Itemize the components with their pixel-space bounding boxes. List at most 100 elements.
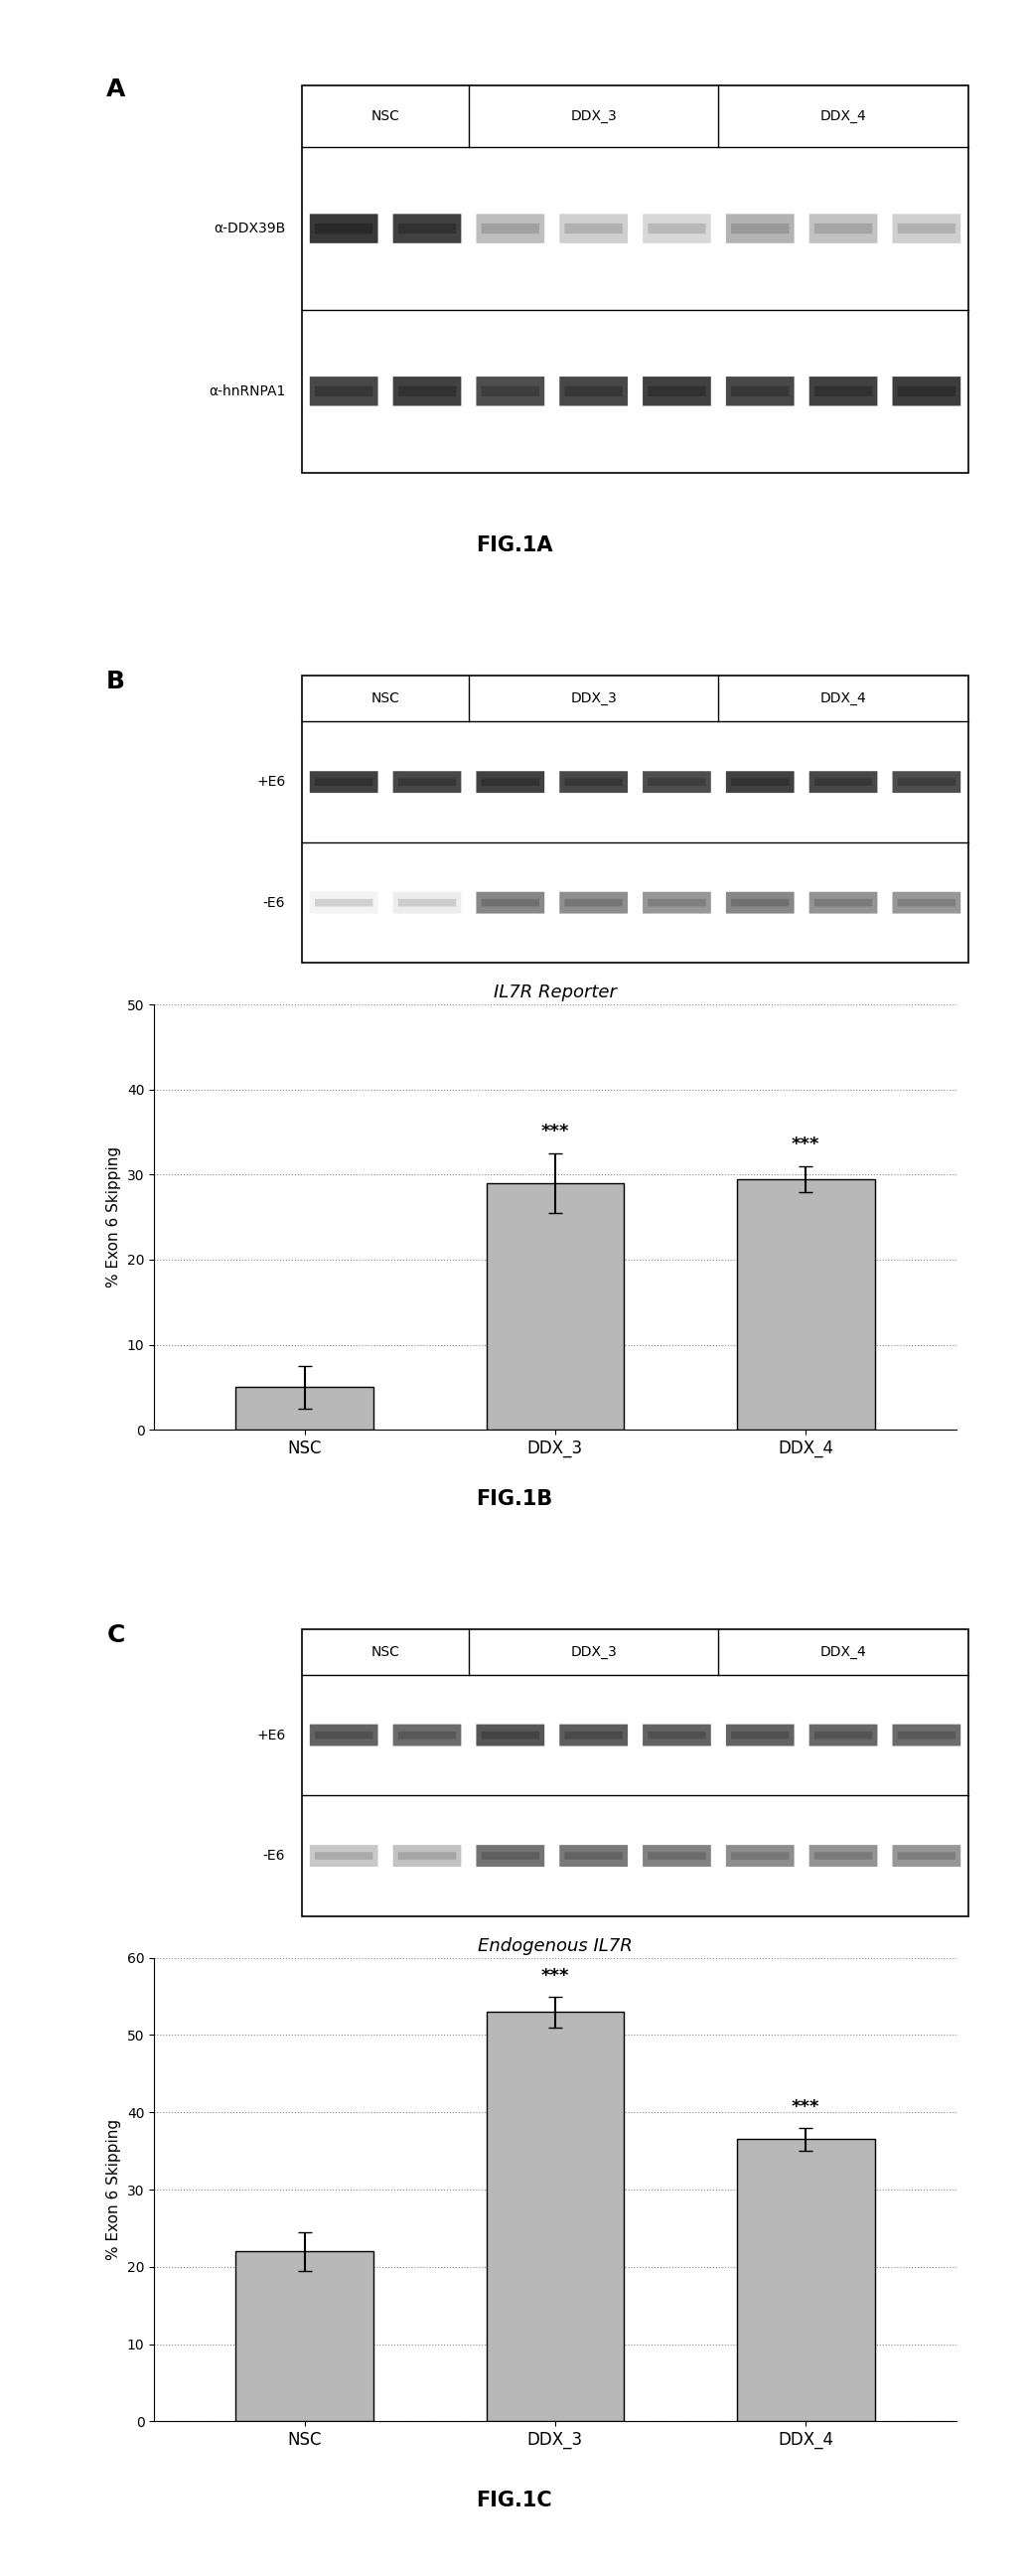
FancyBboxPatch shape [642,891,711,914]
Text: ***: *** [541,1123,570,1141]
FancyBboxPatch shape [476,1723,545,1747]
FancyBboxPatch shape [809,1723,878,1747]
Title: Endogenous IL7R: Endogenous IL7R [478,1937,632,1955]
FancyBboxPatch shape [814,224,873,234]
FancyBboxPatch shape [309,770,378,793]
Text: FIG.1A: FIG.1A [476,536,552,556]
FancyBboxPatch shape [398,386,456,397]
FancyBboxPatch shape [731,1852,790,1860]
FancyBboxPatch shape [897,224,956,234]
Text: NSC: NSC [371,693,400,706]
FancyBboxPatch shape [897,386,956,397]
FancyBboxPatch shape [476,376,545,407]
FancyBboxPatch shape [892,1723,961,1747]
FancyBboxPatch shape [892,1844,961,1868]
FancyBboxPatch shape [648,1852,706,1860]
FancyBboxPatch shape [476,1844,545,1868]
FancyBboxPatch shape [726,891,795,914]
FancyBboxPatch shape [315,899,373,907]
FancyBboxPatch shape [726,1844,795,1868]
FancyBboxPatch shape [481,778,540,786]
FancyBboxPatch shape [642,770,711,793]
FancyBboxPatch shape [398,778,456,786]
FancyBboxPatch shape [559,770,628,793]
FancyBboxPatch shape [315,778,373,786]
FancyBboxPatch shape [559,376,628,407]
Text: FIG.1C: FIG.1C [476,2491,552,2512]
FancyBboxPatch shape [309,214,378,242]
FancyBboxPatch shape [309,1723,378,1747]
Text: DDX_3: DDX_3 [571,693,617,706]
FancyBboxPatch shape [642,1844,711,1868]
FancyBboxPatch shape [809,214,878,242]
FancyBboxPatch shape [309,1844,378,1868]
Y-axis label: % Exon 6 Skipping: % Exon 6 Skipping [107,1146,121,1288]
Bar [737,2138,875,2421]
FancyBboxPatch shape [559,1844,628,1868]
FancyBboxPatch shape [476,214,545,242]
Text: B: B [106,670,125,693]
Text: ***: *** [792,1136,820,1154]
Text: NSC: NSC [371,108,400,124]
FancyBboxPatch shape [726,376,795,407]
FancyBboxPatch shape [398,1731,456,1739]
Text: DDX_4: DDX_4 [820,108,867,124]
Y-axis label: % Exon 6 Skipping: % Exon 6 Skipping [107,2120,121,2259]
FancyBboxPatch shape [731,778,790,786]
Text: DDX_3: DDX_3 [571,1646,617,1659]
FancyBboxPatch shape [897,778,956,786]
FancyBboxPatch shape [309,891,378,914]
Text: α-hnRNPA1: α-hnRNPA1 [209,384,286,399]
FancyBboxPatch shape [398,899,456,907]
FancyBboxPatch shape [564,386,623,397]
FancyBboxPatch shape [564,778,623,786]
FancyBboxPatch shape [892,891,961,914]
FancyBboxPatch shape [393,891,462,914]
FancyBboxPatch shape [731,386,790,397]
Text: FIG.1B: FIG.1B [476,1489,552,1510]
FancyBboxPatch shape [481,386,540,397]
FancyBboxPatch shape [564,899,623,907]
FancyBboxPatch shape [309,376,378,407]
FancyBboxPatch shape [393,1844,462,1868]
Text: NSC: NSC [371,1646,400,1659]
Bar [235,2251,373,2421]
Bar [486,1182,624,1430]
FancyBboxPatch shape [315,1731,373,1739]
Text: ***: *** [792,2099,820,2117]
Text: -E6: -E6 [263,1850,286,1862]
Title: IL7R Reporter: IL7R Reporter [493,984,617,1002]
FancyBboxPatch shape [393,770,462,793]
FancyBboxPatch shape [481,224,540,234]
Text: DDX_3: DDX_3 [571,108,617,124]
FancyBboxPatch shape [726,1723,795,1747]
FancyBboxPatch shape [814,386,873,397]
Text: +E6: +E6 [256,775,286,788]
FancyBboxPatch shape [315,224,373,234]
FancyBboxPatch shape [315,386,373,397]
FancyBboxPatch shape [648,224,706,234]
FancyBboxPatch shape [481,1731,540,1739]
Bar [302,1628,968,1917]
Text: A: A [106,77,125,100]
FancyBboxPatch shape [393,1723,462,1747]
FancyBboxPatch shape [564,1731,623,1739]
Text: -E6: -E6 [263,896,286,909]
FancyBboxPatch shape [559,214,628,242]
FancyBboxPatch shape [559,1723,628,1747]
FancyBboxPatch shape [393,214,462,242]
Bar [235,1386,373,1430]
FancyBboxPatch shape [809,891,878,914]
FancyBboxPatch shape [564,1852,623,1860]
FancyBboxPatch shape [731,1731,790,1739]
FancyBboxPatch shape [642,376,711,407]
Bar [737,1180,875,1430]
FancyBboxPatch shape [726,770,795,793]
FancyBboxPatch shape [648,778,706,786]
FancyBboxPatch shape [809,376,878,407]
FancyBboxPatch shape [814,1731,873,1739]
FancyBboxPatch shape [559,891,628,914]
FancyBboxPatch shape [897,1731,956,1739]
FancyBboxPatch shape [393,376,462,407]
Text: α-DDX39B: α-DDX39B [214,222,286,234]
